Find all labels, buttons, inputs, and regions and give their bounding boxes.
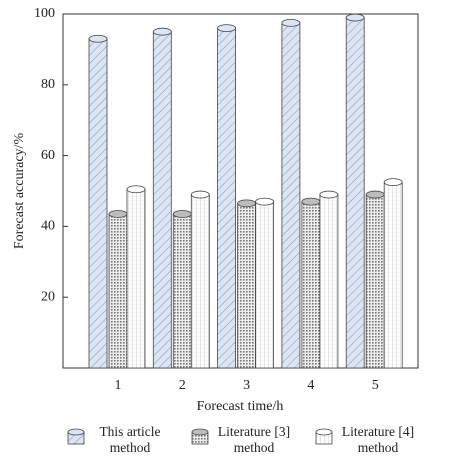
bar-body [172, 213, 192, 369]
bar [383, 178, 403, 369]
legend-icon-cap [191, 428, 209, 436]
legend-label: This article method [99, 424, 161, 455]
bar-cap [365, 190, 385, 199]
bar-body [217, 27, 237, 369]
bar [88, 34, 108, 369]
bar-body [237, 202, 257, 369]
bar-cap [217, 24, 237, 33]
bar [126, 185, 146, 369]
bar [190, 190, 210, 369]
bar [237, 199, 257, 369]
bar-cap [301, 197, 321, 206]
bar [301, 197, 321, 369]
x-tick-label: 4 [307, 378, 314, 393]
legend-icon-cap [315, 428, 333, 436]
bar-cap [152, 27, 172, 36]
bar-body [345, 17, 365, 369]
bar-body [281, 22, 301, 369]
bar-body [88, 38, 108, 369]
x-axis-label: Forecast time/h [197, 399, 284, 414]
y-tick-label: 40 [41, 219, 55, 234]
x-tick-label: 2 [179, 378, 186, 393]
legend-label: Literature [3] method [217, 424, 291, 455]
bar-cap [237, 199, 257, 208]
bar-cap [126, 185, 146, 194]
y-tick-label: 20 [41, 289, 55, 304]
bar-cap [383, 178, 403, 187]
bar-cap [345, 13, 365, 22]
bar-cap [281, 18, 301, 27]
bar-body [383, 181, 403, 369]
bar [255, 197, 275, 369]
bar-body [301, 201, 321, 369]
bar [365, 190, 385, 369]
bar [108, 210, 128, 369]
bar [152, 27, 172, 369]
bar-cap [172, 210, 192, 218]
bar-body [255, 201, 275, 369]
bar-cap [190, 190, 210, 199]
x-tick-label: 1 [115, 378, 122, 393]
bar-body [126, 188, 146, 369]
y-tick-label: 60 [41, 148, 55, 163]
bar [281, 18, 301, 369]
bar-cap [108, 210, 128, 218]
bar-body [190, 194, 210, 369]
x-tick-label: 5 [372, 378, 379, 393]
legend-icon-cap [67, 428, 85, 436]
x-tick-label: 3 [243, 378, 250, 393]
y-tick-label: 80 [41, 77, 55, 92]
bar-body [319, 194, 339, 369]
bar [172, 210, 192, 369]
bar-body [365, 194, 385, 369]
bar-body [152, 31, 172, 369]
bar-cap [88, 34, 108, 43]
bar [319, 190, 339, 369]
bar-cap [319, 190, 339, 199]
legend-label: Literature [4] method [341, 424, 415, 455]
y-axis-label: Forecast accuracy/% [12, 133, 27, 250]
bar-cap [255, 197, 275, 206]
y-tick-label: 100 [34, 6, 55, 21]
bar [345, 13, 365, 369]
bar [217, 24, 237, 369]
bar-body [108, 213, 128, 369]
